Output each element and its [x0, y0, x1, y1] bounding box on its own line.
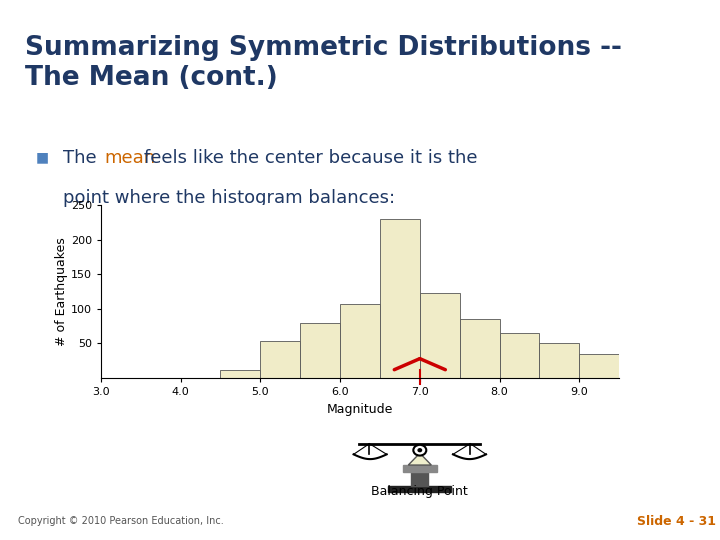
Y-axis label: # of Earthquakes: # of Earthquakes	[55, 237, 68, 346]
Bar	[388, 486, 451, 492]
Bar	[411, 471, 428, 486]
Bar	[220, 370, 261, 378]
X-axis label: Magnitude: Magnitude	[327, 403, 393, 416]
Bar	[459, 319, 500, 378]
Bar	[500, 333, 539, 378]
Bar	[580, 354, 619, 378]
Bar	[340, 304, 380, 378]
Text: Copyright © 2010 Pearson Education, Inc.: Copyright © 2010 Pearson Education, Inc.	[18, 516, 224, 526]
Text: The: The	[63, 148, 103, 167]
Text: Balancing Point: Balancing Point	[372, 485, 468, 498]
Circle shape	[418, 449, 421, 451]
Bar	[261, 341, 300, 378]
Text: feels like the center because it is the: feels like the center because it is the	[144, 148, 477, 167]
Bar	[380, 219, 420, 378]
Text: Slide 4 - 31: Slide 4 - 31	[637, 515, 716, 528]
Bar	[402, 465, 437, 471]
Bar	[420, 293, 459, 378]
Text: ■: ■	[35, 151, 48, 165]
Bar	[300, 323, 340, 378]
Circle shape	[413, 445, 426, 456]
Polygon shape	[408, 453, 431, 465]
Text: mean: mean	[104, 148, 155, 167]
Text: Summarizing Symmetric Distributions --
The Mean (cont.): Summarizing Symmetric Distributions -- T…	[25, 35, 622, 91]
Text: point where the histogram balances:: point where the histogram balances:	[63, 189, 395, 207]
Bar	[539, 343, 580, 378]
